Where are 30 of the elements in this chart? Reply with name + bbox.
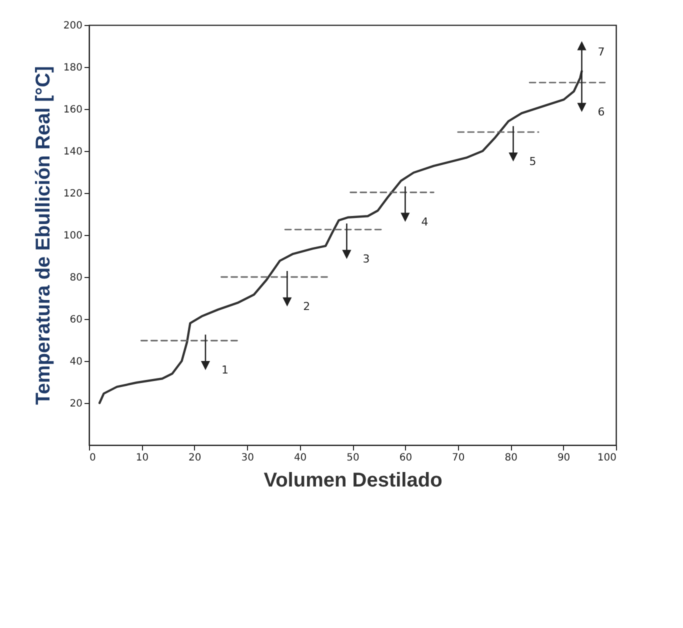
x-tick-label: 50 [346,452,360,464]
x-tick-label: 70 [452,452,465,464]
annotation: 2 [303,300,310,313]
y-tick-label: 60 [70,314,82,326]
annotation: 5 [529,155,536,168]
x-tick-label: 80 [504,452,518,464]
x-tick-label: 60 [399,452,412,464]
y-tick-label: 180 [63,62,82,74]
annotation: 4 [421,215,428,228]
y-tick-label: 100 [63,230,82,242]
annotation: 1 [221,364,228,377]
annotation: 3 [362,252,370,266]
annotation: 6 [598,106,605,119]
x-tick-label: 100 [597,452,616,464]
x-tick-label: 10 [136,452,149,464]
x-tick-label: 20 [188,452,202,464]
x-tick-label: 40 [294,452,307,464]
annotation: 7 [598,46,605,59]
y-tick-label: 20 [70,398,82,410]
y-tick-label: 80 [70,272,82,284]
x-tick-label: 90 [557,452,570,464]
y-tick-label: 40 [70,356,82,368]
x-tick-label: 0 [90,452,96,464]
x-tick-label: 30 [241,452,254,464]
y-axis-title: Temperatura de Ebullición Real [°C] [32,66,54,405]
y-tick-label: 160 [63,104,82,116]
y-tick-label: 200 [63,20,82,32]
y-tick-label: 120 [63,188,82,200]
y-tick-label: 140 [63,146,82,158]
x-axis-title: Volumen Destilado [264,470,442,492]
